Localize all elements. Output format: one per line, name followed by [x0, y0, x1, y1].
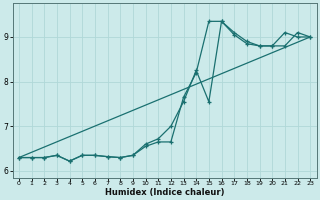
X-axis label: Humidex (Indice chaleur): Humidex (Indice chaleur) — [105, 188, 224, 197]
